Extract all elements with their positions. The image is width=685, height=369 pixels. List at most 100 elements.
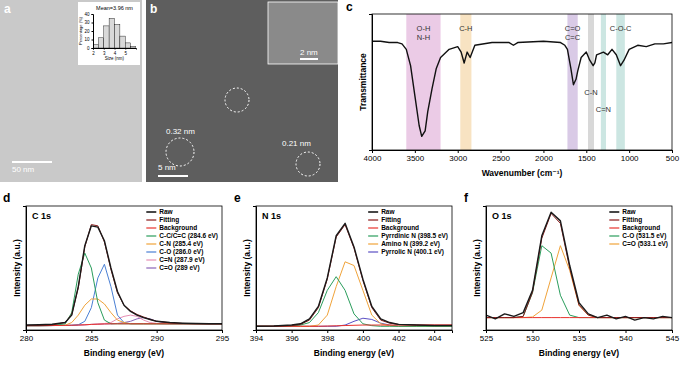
band-label: C=C: [565, 33, 581, 42]
chart-title: Mean=3.96 nm: [96, 5, 133, 11]
annotation: 0.32 nm: [166, 127, 195, 136]
tick-mark: [434, 330, 435, 333]
series-line: [486, 212, 672, 320]
panel-label: d: [3, 191, 10, 205]
legend-label: C-O (286.0 eV): [159, 248, 203, 256]
tick-label: 20: [84, 29, 90, 34]
tick: 396: [285, 330, 299, 343]
scale-bar: [158, 175, 188, 177]
legend-label: Pyrrdinic N (398.5 eV): [381, 232, 448, 240]
legend-label: Amino N (399.2 eV): [381, 240, 440, 248]
axis: 394396398400402404: [250, 330, 453, 343]
legend-label: Pyrrolic N (400.1 eV): [381, 248, 444, 256]
tick: 285: [85, 330, 99, 343]
tick-label: 4000: [364, 154, 382, 163]
legend-item: C=O (533.1 eV): [609, 240, 668, 248]
axis: [369, 15, 373, 151]
legend-swatch: [146, 219, 156, 220]
series-line: [26, 225, 222, 326]
legend-item: Raw: [368, 208, 395, 215]
legend-label: C-N (285.4 eV): [159, 240, 203, 248]
axis: [253, 207, 257, 331]
legend-label: C-O (531.5 eV): [622, 232, 666, 240]
band: [460, 14, 471, 150]
axis-title: Binding energy (eV): [539, 348, 619, 358]
band-label: C=N: [596, 105, 611, 114]
tick-label: 500: [666, 154, 680, 163]
legend-swatch: [146, 235, 156, 236]
series-line: [26, 264, 222, 325]
tick: 280: [20, 330, 34, 343]
legend-item: C-C/C=C (284.6 eV): [146, 232, 218, 240]
legend-item: Background: [146, 224, 197, 232]
tick-mark: [92, 23, 94, 24]
tick: 404: [428, 330, 442, 343]
tick-label: 545: [666, 334, 680, 343]
tick-label: 402: [392, 334, 406, 343]
annotation: 5 nm: [158, 163, 176, 172]
tick-label: 1000: [621, 154, 639, 163]
legend-swatch: [146, 251, 156, 252]
tick-label: 396: [285, 334, 299, 343]
panel-label: c: [346, 0, 353, 14]
legend-swatch: [609, 227, 619, 228]
tick: 20: [84, 29, 93, 34]
tick-label: 295: [216, 334, 230, 343]
axis: 2345: [92, 48, 136, 56]
axis-title: Percentage (%): [78, 16, 83, 44]
panel-label: f: [464, 191, 469, 205]
annotation: 2 nm: [300, 48, 318, 57]
tick: 535: [573, 330, 587, 343]
bar: [104, 26, 109, 48]
chart-title: C 1s: [32, 211, 51, 221]
bar: [109, 18, 114, 48]
legend-item: Amino N (399.2 eV): [368, 240, 440, 248]
micrograph: [0, 0, 142, 182]
legend-swatch: [368, 219, 378, 220]
tick-label: 30: [84, 20, 90, 25]
tick-label: 530: [526, 334, 540, 343]
legend-item: Fitting: [146, 216, 179, 224]
highlight-circle: [225, 88, 249, 112]
legend-swatch: [368, 227, 378, 228]
panel-label: a: [4, 2, 11, 16]
axis-title: Size (nm): [105, 56, 125, 61]
band: [616, 14, 625, 150]
tick-label: 290: [150, 334, 164, 343]
tick-label: 5: [124, 51, 127, 56]
inset-background: [78, 2, 140, 65]
micrograph: [146, 0, 338, 182]
tick-label: 3500: [406, 154, 424, 163]
axis: [23, 207, 27, 331]
bar: [125, 43, 130, 48]
legend-label: C=O (533.1 eV): [622, 240, 668, 248]
band: [406, 14, 440, 150]
plot-frame: [486, 206, 672, 330]
tick-mark: [501, 150, 502, 153]
tick: 295: [216, 330, 230, 343]
legend-label: Background: [622, 224, 660, 232]
tick-label: 2500: [492, 154, 510, 163]
axis-title: Intensity (a.u.): [472, 239, 482, 297]
band-label: C=O: [565, 24, 581, 33]
legend-swatch: [146, 267, 156, 268]
figure: 50 nma2345010203040Mean=3.96 nmSize (nm)…: [0, 0, 685, 369]
axis-line: [253, 207, 257, 331]
axis-line: [92, 15, 94, 49]
tick: 30: [84, 20, 93, 25]
legend-label: Fitting: [622, 216, 642, 224]
tick: 4000: [364, 150, 382, 163]
tick-label: 3000: [449, 154, 467, 163]
legend-swatch: [146, 243, 156, 244]
tick-mark: [292, 330, 293, 333]
legend-item: C-N (285.4 eV): [146, 240, 203, 248]
legend: RawFittingBackgroundC-C/C=C (284.6 eV)C-…: [146, 208, 218, 272]
bar: [98, 38, 103, 48]
plot-area: [372, 14, 672, 150]
tick: 500: [666, 150, 680, 163]
bar: [120, 36, 125, 48]
axis-title: Binding energy (eV): [84, 348, 164, 358]
tick: 525: [480, 330, 494, 343]
axis: [483, 207, 487, 331]
tick: 3000: [449, 150, 467, 163]
